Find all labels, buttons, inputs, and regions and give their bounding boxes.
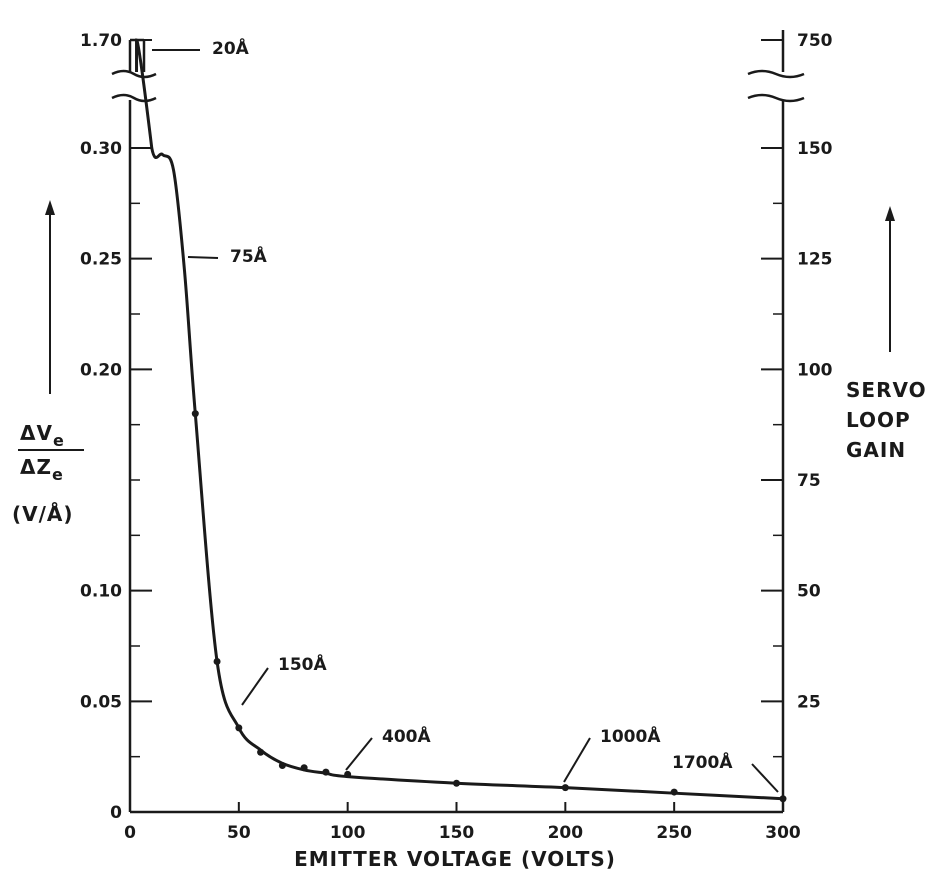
left-tick-label: 0.25: [80, 250, 122, 270]
data-point: [213, 657, 221, 665]
svg-text:ΔVe: ΔVe: [20, 421, 65, 450]
left-tick-label: 0.05: [80, 692, 122, 712]
left-axis-label: ΔVe ΔZe (V/Å): [12, 200, 84, 526]
right-axis-break-mark-1: [747, 69, 805, 79]
annotation-label: 150Å: [278, 652, 327, 675]
annotation-leader: [187, 256, 219, 259]
right-axis-break-mark-2: [747, 93, 805, 103]
data-point: [278, 762, 286, 770]
axis-ticks: 0 50 100 150 200 250 300 0 0.05 0.10 0.20 0.25 0.30 1…: [80, 31, 833, 843]
x-tick-label: 100: [330, 823, 366, 843]
left-tick-label: 0: [110, 803, 122, 823]
annotation-leader: [241, 667, 269, 706]
left-tick-label: 0.10: [80, 582, 122, 602]
annotation-leader: [345, 737, 373, 771]
right-tick-label: 125: [797, 250, 833, 270]
axes: [111, 30, 805, 814]
data-point: [300, 764, 308, 772]
left-axis-break-mark-1: [111, 69, 157, 79]
left-axis-break-mark-2: [111, 93, 157, 103]
data-point: [322, 768, 330, 776]
data-point: [779, 795, 787, 803]
annotation-label: 20Å: [212, 36, 250, 59]
x-tick-label: 200: [548, 823, 584, 843]
right-axis-label: SERVO LOOP GAIN: [846, 206, 927, 462]
data-point: [344, 770, 352, 778]
annotation-label: 1000Å: [600, 724, 661, 747]
right-label-line-3: GAIN: [846, 438, 906, 462]
left-tick-label: 0.20: [80, 360, 122, 380]
data-point: [561, 784, 569, 792]
right-tick-label: 50: [797, 582, 821, 602]
data-curve: [135, 38, 784, 801]
annotation-label: 75Å: [230, 244, 268, 267]
right-tick-label: 150: [797, 139, 833, 159]
right-tick-label: 100: [797, 360, 833, 380]
left-label-bottom-sub: e: [52, 465, 64, 484]
left-label-unit: (V/Å): [12, 502, 74, 526]
data-point: [235, 724, 243, 732]
left-label-top: ΔV: [20, 421, 53, 445]
x-tick-label: 250: [656, 823, 692, 843]
data-markers: [191, 410, 787, 803]
annotation-label: 400Å: [382, 724, 431, 747]
data-point: [670, 788, 678, 796]
data-point: [453, 779, 460, 787]
x-axis-label: EMITTER VOLTAGE (VOLTS): [294, 847, 616, 871]
annotations: 20Å 75Å 150Å 400Å 1000Å 1700Å: [152, 36, 779, 793]
x-tick-label: 300: [765, 823, 801, 843]
svg-text:ΔZe: ΔZe: [20, 455, 64, 484]
annotation-label: 1700Å: [672, 750, 733, 773]
x-tick-label: 0: [124, 823, 136, 843]
right-tick-label: 25: [797, 692, 821, 712]
data-point: [257, 748, 265, 756]
data-point: [191, 410, 199, 418]
series-line: [135, 38, 784, 801]
left-tick-label: 0.30: [80, 139, 122, 159]
left-label-bottom: ΔZ: [20, 455, 52, 479]
x-tick-label: 50: [227, 823, 251, 843]
left-label-top-sub: e: [53, 431, 65, 450]
x-tick-label: 150: [439, 823, 475, 843]
annotation-leader: [751, 763, 779, 793]
right-tick-label: 75: [797, 471, 821, 491]
right-label-line-2: LOOP: [846, 408, 911, 432]
left-tick-label: 1.70: [80, 31, 122, 51]
annotation-leader: [563, 737, 591, 783]
right-label-line-1: SERVO: [846, 378, 927, 402]
right-tick-label: 750: [797, 31, 833, 51]
